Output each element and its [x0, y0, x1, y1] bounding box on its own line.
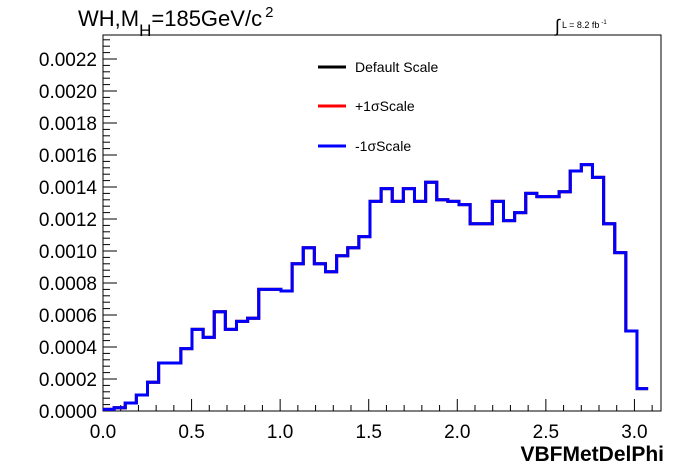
- y-tick-label: 0.0020: [39, 82, 97, 103]
- y-tick-label: 0.0006: [39, 306, 97, 327]
- y-tick-label: 0.0008: [39, 274, 97, 295]
- series-1-scale-line: [103, 163, 649, 411]
- legend: Default Scale +1σScale -1σScale: [318, 59, 438, 154]
- x-tick-label: 2.5: [533, 422, 559, 443]
- y-tick-label: 0.0010: [39, 242, 97, 263]
- series-layer: [103, 163, 649, 411]
- x-axis-label: VBFMetDelPhi: [520, 443, 664, 466]
- y-tick-label: 0.0018: [39, 114, 97, 135]
- y-tick-label: 0.0014: [39, 178, 98, 199]
- legend-label: -1σScale: [355, 138, 411, 154]
- y-tick-label: 0.0012: [39, 210, 97, 231]
- axes-layer: 0.00000.00020.00040.00060.00080.00100.00…: [39, 34, 662, 443]
- x-tick-label: 2.0: [444, 422, 470, 443]
- legend-label: Default Scale: [355, 59, 438, 75]
- luminosity-superscript: -1: [601, 20, 607, 26]
- title-prefix: WH,M: [78, 6, 140, 31]
- x-tick-label: 0.5: [178, 422, 204, 443]
- x-tick-label: 0.0: [90, 422, 116, 443]
- title-value: =185GeV/c: [151, 6, 263, 31]
- y-tick-label: 0.0022: [39, 50, 97, 71]
- y-tick-label: 0.0004: [39, 338, 98, 359]
- x-tick-label: 1.5: [356, 422, 382, 443]
- y-tick-label: 0.0000: [39, 402, 97, 423]
- plot-frame: [102, 34, 662, 412]
- title-superscript: 2: [265, 4, 274, 21]
- luminosity-text: L = 8.2 fb: [561, 20, 600, 30]
- y-tick-label: 0.0002: [39, 370, 97, 391]
- integral-symbol: ∫: [555, 16, 560, 36]
- y-tick-label: 0.0016: [39, 146, 97, 167]
- x-tick-label: 3.0: [621, 422, 647, 443]
- luminosity-label: ∫ L = 8.2 fb -1: [555, 12, 607, 36]
- legend-label: +1σScale: [355, 98, 415, 114]
- x-tick-label: 1.0: [267, 422, 293, 443]
